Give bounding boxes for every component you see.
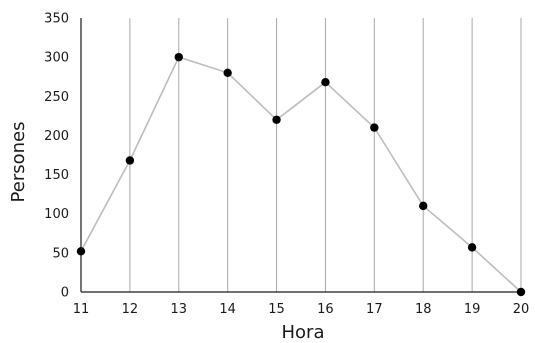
series bbox=[76, 52, 526, 297]
data-point-16 bbox=[321, 77, 330, 87]
x-tick-label-11: 11 bbox=[73, 302, 90, 317]
x-tick-label-12: 12 bbox=[122, 302, 139, 317]
x-tick-label-13: 13 bbox=[171, 302, 188, 317]
data-point-12 bbox=[125, 156, 135, 165]
data-point-14 bbox=[223, 68, 232, 78]
data-point-13 bbox=[174, 52, 183, 62]
y-tick-label-100: 100 bbox=[44, 207, 69, 222]
series-line-0 bbox=[80, 56, 522, 293]
x-tick-label-19: 19 bbox=[464, 302, 481, 317]
data-point-20 bbox=[516, 287, 526, 297]
x-tick-label-17: 17 bbox=[366, 302, 383, 317]
x-tick-label-15: 15 bbox=[268, 302, 285, 317]
data-point-17 bbox=[370, 123, 379, 132]
x-axis-title: Hora bbox=[282, 322, 325, 343]
axes bbox=[80, 18, 521, 293]
y-tick-label-300: 300 bbox=[44, 51, 69, 66]
data-point-15 bbox=[272, 115, 281, 124]
y-tick-label-350: 350 bbox=[44, 12, 69, 27]
x-tick-label-18: 18 bbox=[415, 302, 432, 317]
y-tick-label-50: 50 bbox=[52, 246, 69, 261]
y-tick-label-200: 200 bbox=[44, 129, 69, 144]
x-tick-label-20: 20 bbox=[513, 302, 530, 317]
y-axis-title: Persones bbox=[8, 122, 29, 203]
data-point-18 bbox=[419, 201, 428, 211]
data-point-11 bbox=[76, 247, 86, 256]
y-tick-label-250: 250 bbox=[44, 90, 69, 105]
y-tick-label-0: 0 bbox=[61, 286, 69, 301]
data-point-19 bbox=[467, 243, 477, 252]
grid-lines bbox=[129, 18, 522, 292]
tick-labels: 0 50 100 150 200 250 300 350 11 12 13 14 15 16 17 18 19 2… bbox=[44, 12, 529, 318]
x-tick-label-14: 14 bbox=[219, 302, 236, 317]
y-tick-label-150: 150 bbox=[44, 168, 69, 183]
x-tick-label-16: 16 bbox=[317, 302, 334, 317]
